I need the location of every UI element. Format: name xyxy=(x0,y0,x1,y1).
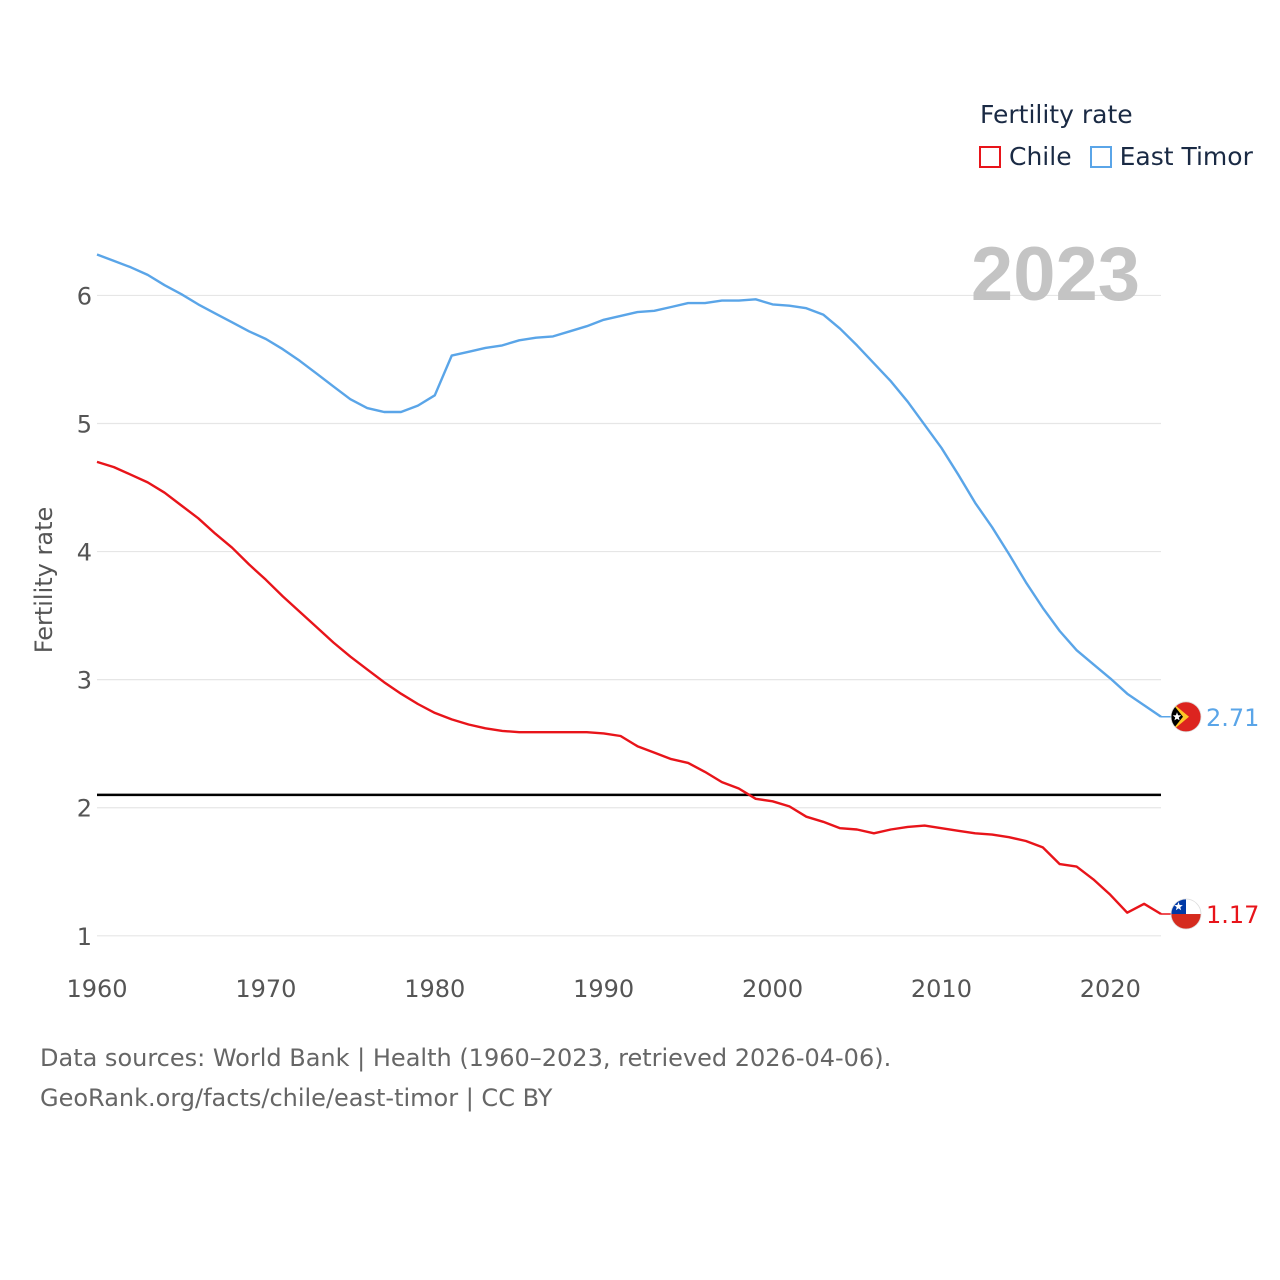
x-tick-label: 2000 xyxy=(742,975,803,1003)
legend-label-chile: Chile xyxy=(1009,142,1072,171)
footer-sources: Data sources: World Bank | Health (1960–… xyxy=(40,1044,892,1072)
y-axis-label: Fertility rate xyxy=(30,507,58,654)
x-tick-label: 2020 xyxy=(1080,975,1141,1003)
series-line-east-timor[interactable] xyxy=(96,253,1162,718)
gridlines xyxy=(97,294,1161,937)
y-tick-label: 1 xyxy=(77,923,92,951)
footer-link[interactable]: GeoRank.org/facts/chile/east-timor | CC … xyxy=(40,1084,553,1112)
x-tick-label: 1970 xyxy=(235,975,296,1003)
legend: Chile East Timor xyxy=(979,142,1271,171)
legend-label-east-timor: East Timor xyxy=(1119,142,1253,171)
series-lines xyxy=(96,253,1162,916)
y-tick-label: 5 xyxy=(77,411,92,439)
legend-item-east-timor[interactable]: East Timor xyxy=(1089,142,1253,171)
y-tick-label: 3 xyxy=(77,667,92,695)
y-tick-label: 2 xyxy=(77,795,92,823)
legend-swatch-east-timor xyxy=(1089,145,1112,168)
x-tick-label: 2010 xyxy=(911,975,972,1003)
x-axis-ticks: 1960 1970 1980 1990 2000 2010 2020 xyxy=(66,975,1140,1003)
x-tick-label: 1980 xyxy=(404,975,465,1003)
flag-chile-icon xyxy=(1170,898,1202,930)
legend-swatch-chile xyxy=(979,145,1001,168)
end-markers: 1.17 2.71 xyxy=(1161,701,1259,930)
x-tick-label: 1960 xyxy=(66,975,127,1003)
y-axis-ticks: 1 2 3 4 5 6 xyxy=(77,282,92,950)
y-tick-label: 4 xyxy=(77,539,92,567)
legend-item-chile[interactable]: Chile xyxy=(979,142,1072,171)
end-value-label-east-timor: 2.71 xyxy=(1206,704,1259,732)
year-label: 2023 xyxy=(971,232,1140,317)
legend-title: Fertility rate xyxy=(980,100,1133,129)
y-tick-label: 6 xyxy=(77,282,92,310)
series-line-chile[interactable] xyxy=(96,460,1162,916)
x-tick-label: 1990 xyxy=(573,975,634,1003)
flag-east-timor-icon xyxy=(1170,701,1202,733)
end-value-label-chile: 1.17 xyxy=(1206,901,1259,929)
